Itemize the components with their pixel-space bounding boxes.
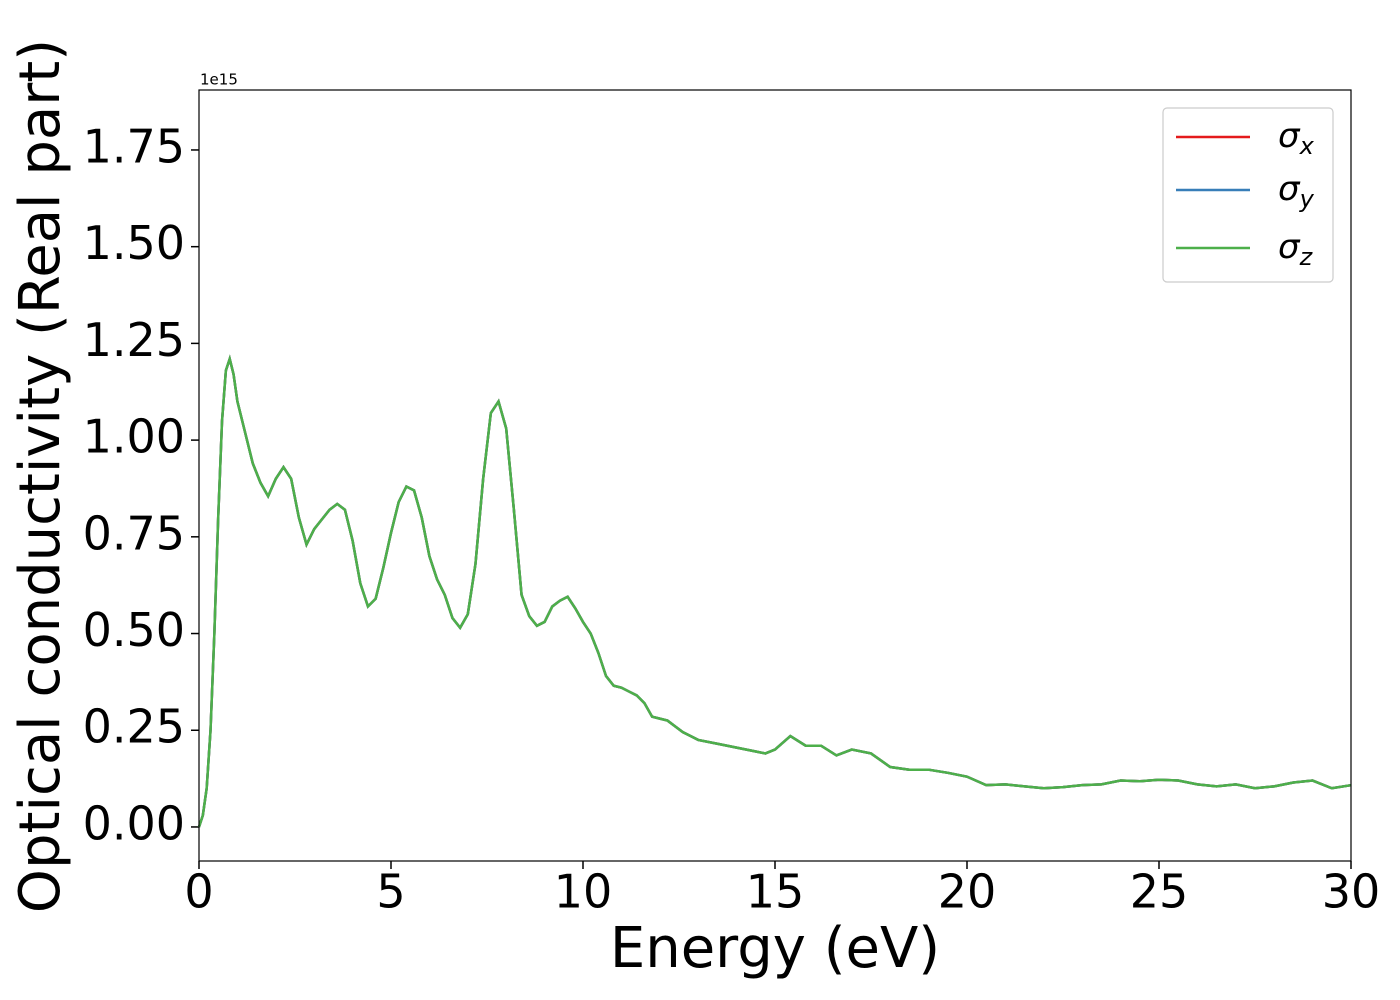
x-tick-label: 15 bbox=[746, 865, 805, 919]
legend-label: σx bbox=[1278, 116, 1315, 161]
x-tick-label: 5 bbox=[376, 865, 405, 919]
y-tick-label: 1.25 bbox=[83, 313, 185, 367]
series-line bbox=[197, 354, 1352, 828]
y-axis-label: Optical conductivity (Real part) bbox=[8, 39, 73, 913]
legend-label: σy bbox=[1278, 169, 1315, 214]
series-line bbox=[197, 354, 1352, 828]
x-tick-label: 10 bbox=[554, 865, 613, 919]
x-axis-label: Energy (eV) bbox=[610, 916, 940, 981]
y-tick-label: 0.75 bbox=[83, 506, 185, 560]
y-tick-label: 0.50 bbox=[83, 603, 185, 657]
y-tick-label: 1.75 bbox=[83, 119, 185, 173]
y-tick-label: 0.00 bbox=[83, 796, 185, 850]
y-tick-label: 0.25 bbox=[83, 700, 185, 754]
x-tick-label: 0 bbox=[184, 865, 213, 919]
legend-label: σz bbox=[1278, 227, 1314, 272]
y-tick-label: 1.50 bbox=[83, 216, 185, 270]
plot-frame bbox=[198, 89, 1352, 862]
x-tick-label: 20 bbox=[938, 865, 997, 919]
x-tick-label: 30 bbox=[1322, 865, 1381, 919]
x-tick-label: 25 bbox=[1130, 865, 1189, 919]
legend: σx σy σz bbox=[1162, 107, 1334, 283]
y-offset-label: 1e15 bbox=[200, 71, 238, 89]
y-tick-label: 1.00 bbox=[83, 410, 185, 464]
legend-box bbox=[1162, 107, 1334, 283]
series-line bbox=[197, 354, 1352, 828]
